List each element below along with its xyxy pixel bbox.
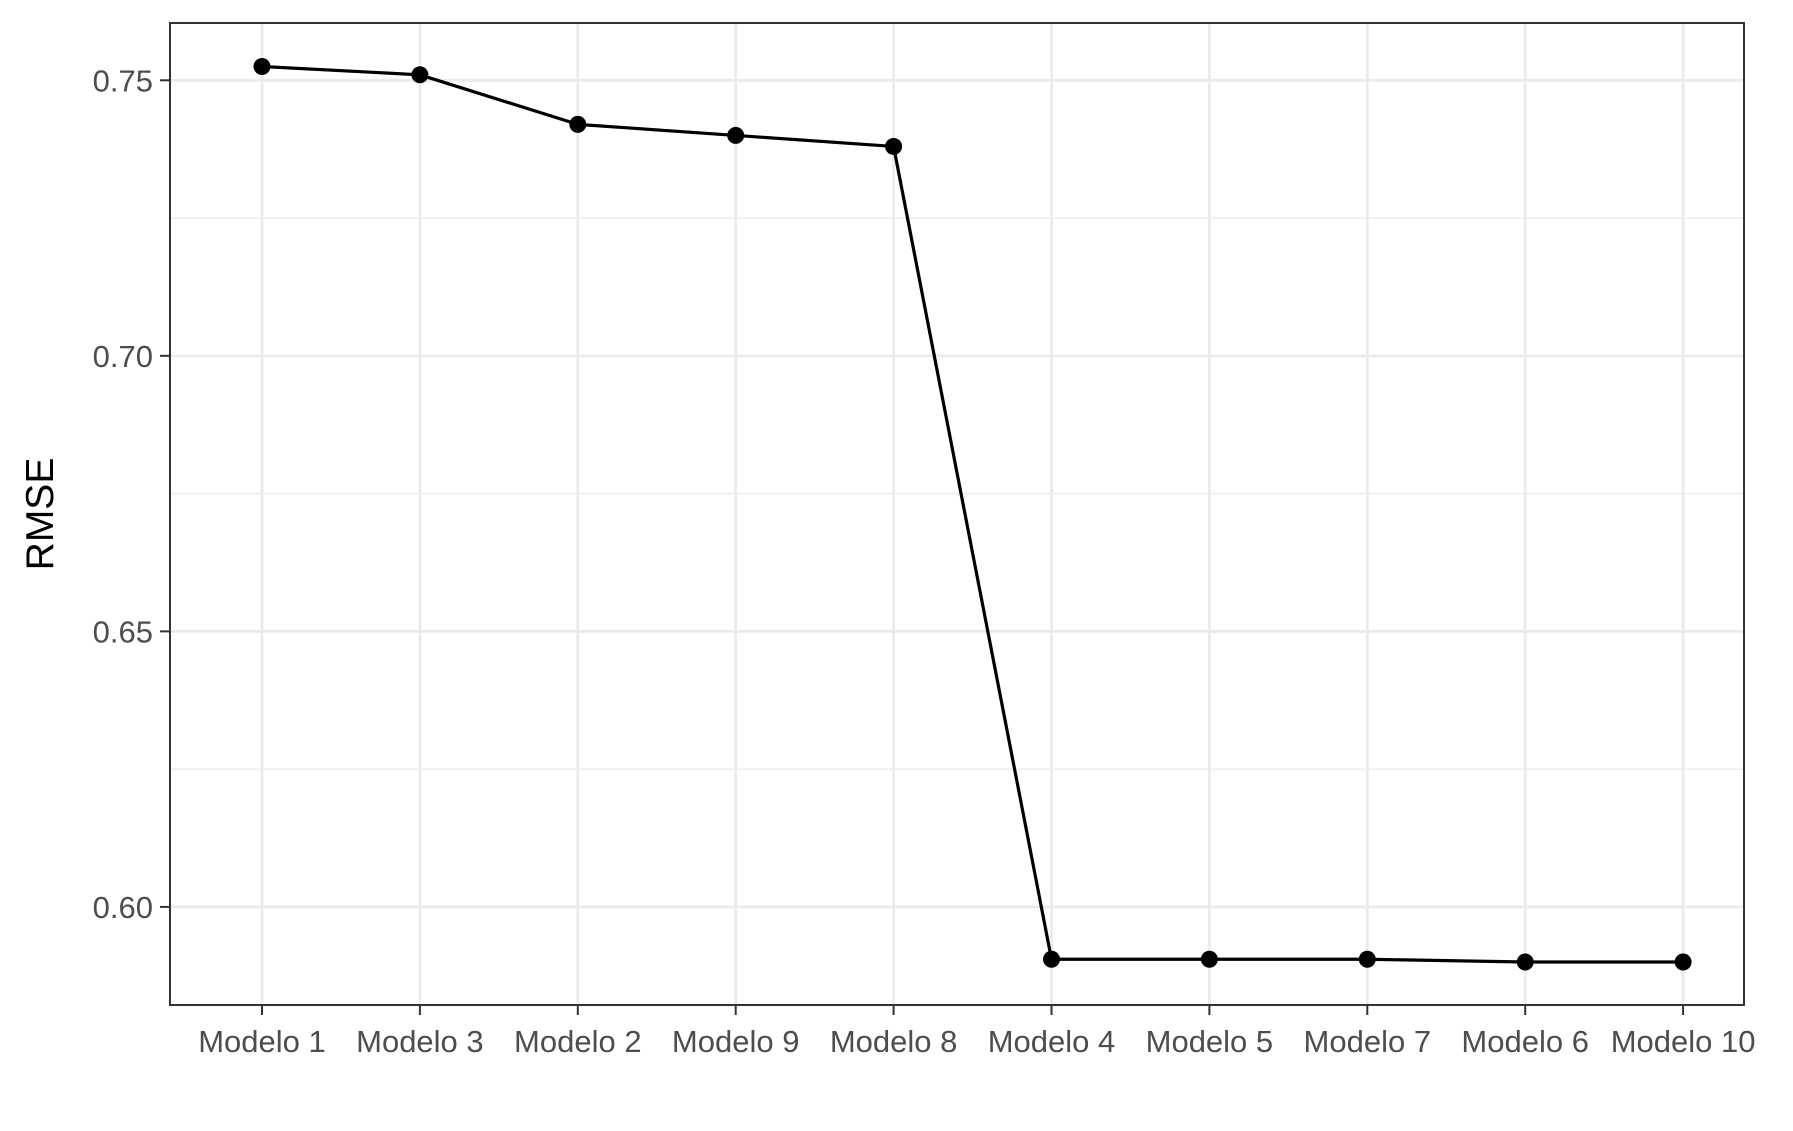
y-tick-label-3: 0.75 xyxy=(93,63,153,98)
y-axis-tick-labels: 0.60 0.65 0.70 0.75 xyxy=(93,63,153,925)
x-tick-label-8: Modelo 6 xyxy=(1461,1024,1589,1059)
x-tick-label-6: Modelo 5 xyxy=(1146,1024,1274,1059)
major-gridlines xyxy=(170,23,1744,1005)
panel-border xyxy=(169,22,1745,1006)
minor-gridlines xyxy=(170,217,1744,770)
x-tick-label-4: Modelo 8 xyxy=(830,1024,958,1059)
series-line xyxy=(261,64,1684,964)
y-tick-label-2: 0.70 xyxy=(93,339,153,374)
x-tick-label-2: Modelo 2 xyxy=(514,1024,642,1059)
data-point-4 xyxy=(727,126,745,144)
data-point-9 xyxy=(1516,953,1534,971)
y-axis-title: RMSE xyxy=(19,458,62,571)
data-point-10 xyxy=(1674,953,1692,971)
data-point-5 xyxy=(885,137,903,155)
y-tick-label-1: 0.65 xyxy=(93,614,153,649)
data-point-7 xyxy=(1200,950,1218,968)
x-tick-label-3: Modelo 9 xyxy=(672,1024,800,1059)
axis-ticks xyxy=(160,79,1685,1015)
x-axis-tick-labels: Modelo 1 Modelo 3 Modelo 2 Modelo 9 Modelo 8… xyxy=(198,1024,1755,1059)
x-tick-label-7: Modelo 7 xyxy=(1304,1024,1432,1059)
x-tick-label-0: Modelo 1 xyxy=(198,1024,326,1059)
x-tick-label-9: Modelo 10 xyxy=(1611,1024,1756,1059)
y-tick-label-0: 0.60 xyxy=(93,890,153,925)
data-point-2 xyxy=(411,66,429,84)
data-point-6 xyxy=(1043,950,1060,968)
data-point-8 xyxy=(1358,950,1376,968)
data-point-1 xyxy=(253,58,271,76)
series-layer xyxy=(253,58,1692,971)
x-tick-label-1: Modelo 3 xyxy=(356,1024,484,1059)
data-point-3 xyxy=(569,115,587,133)
x-tick-label-5: Modelo 4 xyxy=(988,1024,1116,1059)
